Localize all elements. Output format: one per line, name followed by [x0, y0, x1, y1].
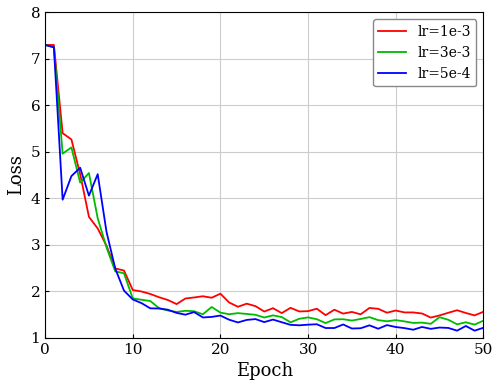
lr=1e-3 [428, 315, 434, 320]
Line: lr=1e-3: lr=1e-3 [45, 45, 484, 318]
lr=1e-3 [174, 302, 180, 307]
lr=5e-4 [182, 312, 188, 317]
lr=5e-4 [454, 328, 460, 333]
lr=5e-4 [472, 328, 478, 333]
lr=1e-3 [182, 296, 188, 301]
Y-axis label: Loss: Loss [7, 154, 25, 195]
lr=3e-3 [182, 308, 188, 313]
lr=3e-3 [332, 317, 338, 322]
lr=3e-3 [174, 310, 180, 314]
Legend: lr=1e-3, lr=3e-3, lr=5e-4: lr=1e-3, lr=3e-3, lr=5e-4 [373, 19, 476, 86]
lr=5e-4 [480, 325, 486, 330]
lr=3e-3 [472, 322, 478, 327]
lr=1e-3 [472, 313, 478, 318]
lr=1e-3 [332, 307, 338, 312]
X-axis label: Epoch: Epoch [236, 362, 293, 380]
lr=3e-3 [358, 317, 364, 321]
lr=3e-3 [463, 320, 469, 325]
lr=5e-4 [138, 301, 144, 305]
lr=3e-3 [480, 319, 486, 323]
lr=1e-3 [480, 310, 486, 314]
lr=1e-3 [42, 43, 48, 47]
Line: lr=3e-3: lr=3e-3 [45, 45, 484, 325]
lr=1e-3 [138, 289, 144, 294]
lr=3e-3 [42, 43, 48, 47]
lr=5e-4 [358, 326, 364, 330]
lr=5e-4 [174, 310, 180, 315]
lr=1e-3 [358, 312, 364, 317]
lr=5e-4 [332, 326, 338, 330]
lr=5e-4 [42, 43, 48, 47]
Line: lr=5e-4: lr=5e-4 [45, 45, 484, 330]
lr=3e-3 [138, 297, 144, 302]
